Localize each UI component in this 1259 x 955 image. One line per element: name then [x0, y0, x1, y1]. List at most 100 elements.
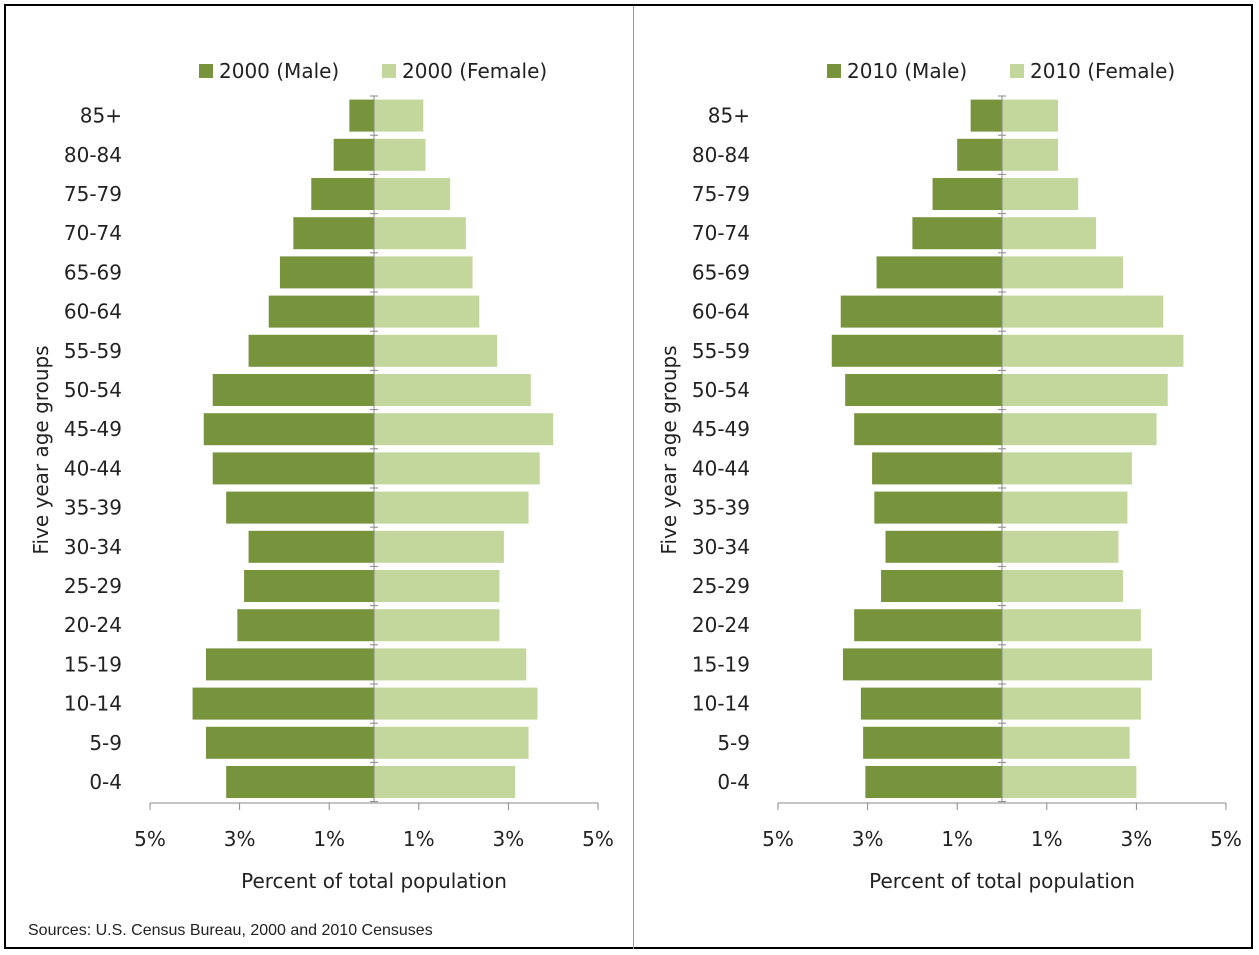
x-tick-label: 1%	[1031, 827, 1063, 851]
category-label: 5-9	[717, 731, 750, 755]
category-label: 10-14	[692, 692, 750, 716]
bar-female	[374, 295, 480, 328]
bar-female	[1002, 217, 1097, 250]
bar-male	[311, 178, 374, 210]
x-tick-label: 3%	[852, 827, 884, 851]
bar-male	[845, 374, 1002, 406]
legend-swatch-male	[199, 64, 213, 78]
bar-male	[881, 570, 1002, 602]
category-label: 75-79	[692, 182, 750, 206]
bar-male	[333, 138, 374, 171]
bar-female	[1002, 374, 1168, 406]
bar-female	[374, 217, 466, 250]
category-label: 65-69	[64, 260, 122, 284]
category-label: 70-74	[692, 221, 750, 245]
bar-female	[1002, 530, 1119, 563]
bar-female	[1002, 452, 1132, 485]
category-label: 40-44	[692, 456, 750, 480]
bar-male	[840, 295, 1002, 328]
category-label: 30-34	[692, 535, 750, 559]
bar-female	[1002, 256, 1123, 289]
source-note: Sources: U.S. Census Bureau, 2000 and 20…	[28, 922, 433, 939]
bar-male	[203, 413, 374, 446]
bar-female	[1002, 609, 1141, 642]
legend-swatch-female	[382, 64, 396, 78]
category-label: 50-54	[64, 378, 122, 402]
bar-male	[860, 687, 1002, 720]
bar-female	[374, 99, 424, 132]
bar-male	[854, 609, 1002, 642]
bar-male	[863, 726, 1002, 759]
x-tick-label: 5%	[1210, 827, 1242, 851]
category-label: 25-29	[692, 574, 750, 598]
bar-male	[874, 491, 1002, 524]
category-label: 60-64	[64, 300, 122, 324]
figure-frame	[4, 4, 1253, 949]
bar-male	[842, 648, 1002, 681]
x-axis-label: Percent of total population	[241, 869, 507, 893]
legend-swatch-female	[1010, 64, 1024, 78]
bar-female	[1002, 726, 1130, 759]
x-tick-label: 5%	[134, 827, 166, 851]
category-label: 50-54	[692, 378, 750, 402]
bar-male	[206, 648, 374, 681]
category-label: 10-14	[64, 692, 122, 716]
legend-label-male: 2000 (Male)	[219, 59, 339, 83]
y-axis-label: Five year age groups	[29, 345, 53, 554]
bar-male	[237, 609, 374, 642]
bar-male	[854, 413, 1002, 446]
bar-male	[932, 178, 1002, 210]
bar-male	[912, 217, 1002, 250]
bar-female	[374, 334, 498, 367]
bar-male	[293, 217, 374, 250]
category-label: 15-19	[64, 652, 122, 676]
bar-female	[374, 138, 426, 171]
category-label: 55-59	[64, 339, 122, 363]
bar-female	[1002, 766, 1137, 798]
x-tick-label: 1%	[941, 827, 973, 851]
category-label: 40-44	[64, 456, 122, 480]
bar-male	[279, 256, 374, 289]
category-label: 75-79	[64, 182, 122, 206]
category-label: 20-24	[64, 613, 122, 637]
category-label: 80-84	[64, 143, 122, 167]
bar-female	[1002, 491, 1128, 524]
bar-male	[248, 530, 374, 563]
legend-swatch-male	[827, 64, 841, 78]
bar-female	[374, 648, 527, 681]
bar-male	[872, 452, 1002, 485]
category-label: 0-4	[89, 770, 122, 794]
category-label: 35-39	[692, 496, 750, 520]
bar-female	[1002, 687, 1141, 720]
bar-female	[374, 726, 529, 759]
x-tick-label: 1%	[313, 827, 345, 851]
bar-female	[374, 413, 554, 446]
bar-male	[970, 99, 1002, 132]
pyramid-chart-2000: 85+ 80-84 75-79 70-74 65-69 60-64 55-59 50-54 45…	[29, 59, 614, 893]
bar-male	[885, 530, 1002, 563]
category-label: 30-34	[64, 535, 122, 559]
bar-male	[865, 766, 1002, 798]
bar-male	[244, 570, 374, 602]
x-tick-label: 3%	[493, 827, 525, 851]
x-tick-label: 3%	[1121, 827, 1153, 851]
legend-label-female: 2010 (Female)	[1030, 59, 1175, 83]
panel-divider	[633, 6, 634, 949]
bar-female	[1002, 570, 1123, 602]
bar-female	[374, 178, 451, 210]
bar-female	[374, 374, 531, 406]
bar-male	[268, 295, 374, 328]
legend-label-male: 2010 (Male)	[847, 59, 967, 83]
x-tick-label: 1%	[403, 827, 435, 851]
category-label: 35-39	[64, 496, 122, 520]
bar-female	[374, 491, 529, 524]
category-label: 85+	[80, 104, 122, 128]
bar-male	[226, 766, 374, 798]
bar-male	[957, 138, 1002, 171]
category-label: 55-59	[692, 339, 750, 363]
bar-male	[831, 334, 1002, 367]
category-label: 0-4	[717, 770, 750, 794]
category-label: 45-49	[64, 417, 122, 441]
bar-female	[1002, 413, 1157, 446]
bar-female	[374, 256, 473, 289]
